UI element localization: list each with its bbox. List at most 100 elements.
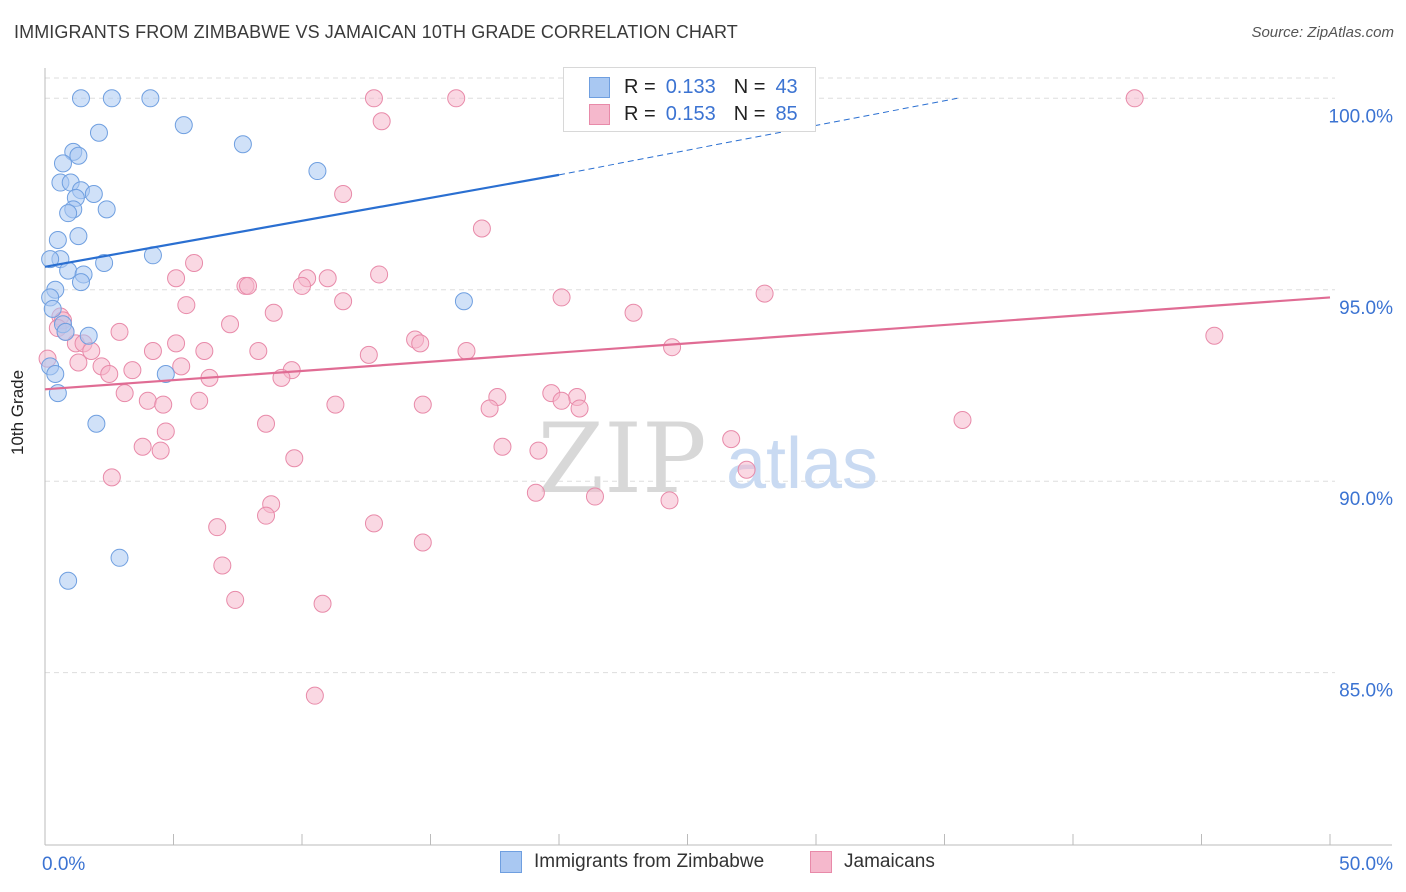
gridlines	[45, 77, 1335, 674]
data-point-pink	[411, 334, 430, 353]
data-point-blue	[87, 414, 106, 433]
legend-n-value: 85	[775, 102, 798, 125]
data-point-pink	[318, 269, 337, 288]
data-point-blue	[79, 326, 98, 345]
x-tick-label: 50.0%	[1339, 854, 1393, 875]
data-point-blue	[56, 322, 75, 341]
data-point-blue	[95, 253, 114, 272]
data-point-pink	[133, 437, 152, 456]
legend-swatch-blue	[589, 76, 610, 98]
data-point-pink	[1205, 326, 1224, 345]
data-point-pink	[529, 441, 548, 460]
data-point-blue	[43, 299, 62, 318]
data-point-pink	[102, 468, 121, 487]
data-point-pink	[115, 384, 134, 403]
data-point-pink	[457, 342, 476, 361]
data-point-blue	[41, 250, 60, 269]
data-point-pink	[110, 322, 129, 341]
legend-swatch-pink	[810, 851, 832, 873]
data-point-pink	[334, 185, 353, 204]
y-tick-label: 85.0%	[1339, 681, 1393, 702]
data-point-pink	[737, 460, 756, 479]
series-jamaicans	[38, 89, 1224, 705]
legend-item-zimbabwe[interactable]: Immigrants from Zimbabwe	[500, 851, 764, 873]
data-point-blue	[71, 273, 90, 292]
data-point-blue	[102, 89, 121, 108]
data-point-blue	[141, 89, 160, 108]
legend-r-value: 0.133	[665, 75, 716, 98]
data-point-pink	[257, 414, 276, 433]
data-point-pink	[722, 430, 741, 449]
data-point-pink	[151, 441, 170, 460]
data-point-blue	[110, 548, 129, 567]
data-point-pink	[359, 345, 378, 364]
data-point-pink	[447, 89, 466, 108]
data-point-pink	[472, 219, 491, 238]
data-point-blue	[233, 135, 252, 154]
x-tick-label: 0.0%	[42, 854, 85, 875]
chart-title: IMMIGRANTS FROM ZIMBABWE VS JAMAICAN 10T…	[14, 22, 738, 42]
data-point-pink	[305, 686, 324, 705]
data-point-pink	[156, 422, 175, 441]
legend-label: Immigrants from Zimbabwe	[534, 851, 765, 872]
data-point-pink	[663, 338, 682, 357]
legend-label: Jamaicans	[844, 851, 935, 872]
data-point-blue	[59, 204, 78, 223]
data-point-pink	[364, 89, 383, 108]
watermark-zip: ZIP	[537, 403, 706, 515]
data-point-pink	[226, 590, 245, 609]
data-point-pink	[552, 288, 571, 307]
data-point-blue	[84, 185, 103, 204]
tick-labels: 100.0% 95.0% 90.0% 85.0% 0.0% 50.0%	[42, 106, 1393, 875]
data-point-pink	[364, 514, 383, 533]
data-point-pink	[143, 342, 162, 361]
data-point-blue	[46, 365, 65, 383]
data-point-pink	[552, 391, 571, 410]
data-point-blue	[59, 571, 78, 590]
data-point-pink	[249, 342, 268, 361]
data-point-pink	[293, 276, 311, 295]
stats-legend-row-zimbabwe: R = 0.133 N = 43	[564, 73, 798, 101]
data-point-pink	[239, 276, 258, 295]
trend-lines	[44, 97, 1331, 391]
axes	[44, 68, 1392, 846]
data-point-blue	[89, 123, 108, 142]
trend-line-blue	[44, 173, 560, 268]
series-legend: Immigrants from Zimbabwe Jamaicans	[0, 851, 1406, 877]
data-point-pink	[313, 594, 332, 613]
data-point-pink	[213, 556, 232, 575]
data-point-pink	[177, 296, 196, 315]
y-tick-label: 90.0%	[1339, 489, 1393, 510]
series-zimbabwe	[41, 89, 473, 590]
data-point-pink	[138, 391, 157, 410]
data-point-pink	[123, 361, 142, 380]
legend-swatch-pink	[589, 103, 610, 125]
data-point-pink	[526, 483, 545, 502]
data-point-pink	[372, 112, 391, 131]
data-point-pink	[264, 303, 283, 322]
data-point-pink	[660, 491, 679, 510]
data-point-blue	[69, 227, 88, 246]
data-point-blue	[308, 162, 327, 181]
data-point-blue	[71, 89, 90, 108]
source-label: Source: ZipAtlas.com	[1251, 24, 1394, 41]
data-point-pink	[257, 506, 276, 525]
data-point-blue	[97, 200, 116, 219]
data-point-pink	[413, 395, 432, 414]
data-point-pink	[69, 353, 88, 372]
data-point-pink	[585, 487, 604, 506]
data-point-pink	[221, 315, 240, 334]
stats-legend-row-jamaicans: R = 0.153 N = 85	[564, 100, 798, 128]
trend-line-pink	[44, 296, 1331, 391]
y-tick-label: 100.0%	[1329, 106, 1394, 127]
data-point-blue	[156, 365, 175, 383]
data-point-pink	[493, 437, 512, 456]
data-point-blue	[53, 154, 72, 173]
data-point-blue	[454, 292, 473, 311]
data-point-pink	[195, 342, 214, 361]
data-point-pink	[953, 410, 972, 429]
trend-extension-blue	[558, 97, 958, 176]
legend-item-jamaicans[interactable]: Jamaicans	[810, 851, 935, 873]
legend-swatch-blue	[500, 851, 522, 873]
